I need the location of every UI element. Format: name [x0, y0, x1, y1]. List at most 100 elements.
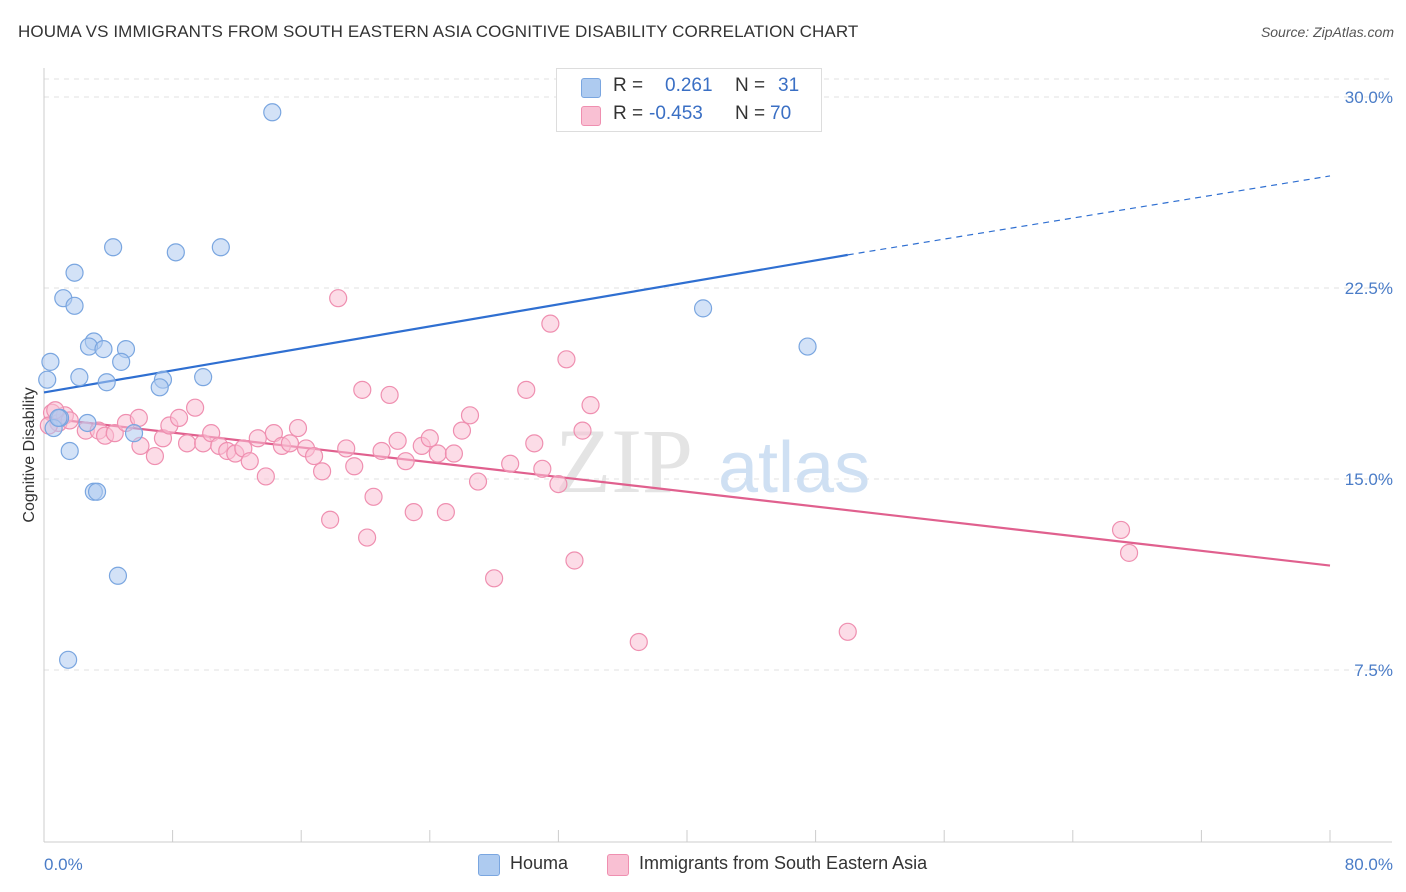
houma-point	[798, 337, 817, 356]
houma-point	[60, 441, 79, 461]
immigrants-point	[581, 396, 600, 415]
legend-n-value: 31	[778, 75, 800, 96]
houma-point	[194, 368, 213, 387]
immigrants-point	[337, 439, 356, 458]
legend-n-label: N =	[735, 75, 766, 96]
immigrants-point	[533, 459, 552, 478]
immigrants-point	[1111, 520, 1131, 540]
houma-point	[94, 340, 113, 359]
houma-point	[97, 373, 116, 392]
y-tick-label: 30.0%	[1345, 88, 1393, 107]
houma-point	[65, 296, 84, 315]
axes	[43, 68, 1392, 843]
legend-row-immigrants: R = -0.453 N = 70	[557, 100, 821, 128]
immigrants-point	[460, 406, 480, 425]
x-tick-label: 0.0%	[44, 855, 83, 874]
immigrants-point	[573, 421, 592, 440]
x-tick-label: 80.0%	[1345, 855, 1393, 874]
legend-r-label: R =	[613, 75, 644, 96]
houma-point	[65, 263, 84, 282]
legend-row-houma: R = 0.261 N = 31	[557, 72, 821, 100]
houma-point	[108, 566, 128, 585]
immigrants-point	[353, 380, 372, 399]
houma-point	[38, 370, 57, 389]
legend-n-value: 70	[770, 103, 792, 124]
immigrants-point	[485, 569, 504, 588]
legend: R = 0.261 N = 31 R = -0.453 N = 70	[556, 68, 822, 132]
immigrants-point	[517, 380, 536, 399]
data-points	[38, 103, 1139, 669]
bottom-legend-label-houma: Houma	[510, 853, 569, 873]
houma-point	[41, 352, 60, 371]
immigrants-point	[541, 314, 560, 333]
immigrants-point	[280, 434, 300, 453]
houma-point	[211, 238, 230, 257]
watermark-atlas: atlas	[718, 428, 870, 508]
houma-point	[112, 352, 131, 371]
immigrants-point	[452, 421, 472, 440]
y-axis-title: Cognitive Disability	[21, 387, 38, 522]
houma-trend-line	[43, 253, 848, 394]
houma-point	[87, 482, 107, 501]
houma-point	[78, 413, 97, 433]
immigrants-point	[304, 446, 324, 466]
immigrants-point	[565, 551, 584, 570]
immigrants-point	[248, 429, 267, 448]
immigrants-point	[629, 632, 648, 652]
immigrants-point	[345, 457, 364, 476]
grid-lines	[44, 78, 1392, 671]
houma-point	[166, 243, 185, 262]
legend-n-label: N =	[735, 103, 766, 124]
tick-labels: 7.5% 15.0% 22.5% 30.0% 0.0% 80.0%	[44, 88, 1393, 874]
immigrants-point	[404, 503, 423, 522]
y-tick-label: 15.0%	[1345, 470, 1393, 489]
houma-point	[70, 368, 89, 387]
immigrants-point	[358, 528, 377, 547]
legend-r-value: 0.261	[665, 75, 713, 96]
bottom-legend-label-immigrants: Immigrants from South Eastern Asia	[639, 853, 928, 873]
immigrants-point	[388, 431, 407, 450]
immigrants-point	[372, 441, 391, 461]
immigrants-point	[396, 452, 415, 471]
chart-source: Source: ZipAtlas.com	[1260, 24, 1394, 40]
immigrants-point	[256, 467, 275, 486]
immigrants-point	[321, 510, 340, 529]
immigrants-point	[549, 474, 568, 494]
immigrants-point	[380, 385, 399, 405]
houma-point	[263, 103, 282, 122]
houma-point	[150, 378, 169, 397]
immigrants-point	[312, 462, 332, 481]
immigrants-point	[557, 350, 576, 369]
immigrants-point	[105, 424, 124, 443]
houma-trend-extension	[847, 175, 1331, 256]
legend-swatch-houma	[581, 78, 601, 98]
y-tick-label: 22.5%	[1345, 279, 1393, 298]
legend-swatch-immigrants	[581, 106, 601, 126]
immigrants-point	[468, 472, 488, 491]
houma-point	[49, 408, 68, 427]
immigrants-point	[240, 452, 259, 471]
immigrants-point	[838, 622, 857, 641]
y-tick-label: 7.5%	[1354, 661, 1393, 680]
houma-point	[124, 424, 144, 443]
immigrants-point	[145, 446, 165, 466]
immigrants-point	[420, 429, 439, 448]
houma-point	[693, 299, 713, 318]
legend-r-value: -0.453	[649, 103, 703, 124]
bottom-legend-swatch-immigrants	[607, 854, 629, 876]
legend-r-label: R =	[613, 103, 644, 124]
immigrants-point	[1119, 543, 1139, 562]
immigrants-point	[186, 398, 205, 417]
bottom-legend-swatch-houma	[478, 854, 500, 876]
immigrants-point	[364, 487, 383, 506]
immigrants-point	[501, 454, 520, 473]
immigrants-point	[525, 434, 544, 453]
immigrants-point	[288, 418, 308, 438]
immigrants-point	[129, 408, 148, 427]
houma-point	[104, 238, 123, 257]
immigrants-point	[177, 434, 197, 453]
immigrants-point	[329, 289, 348, 308]
houma-point	[59, 650, 78, 669]
immigrants-point	[428, 444, 447, 463]
